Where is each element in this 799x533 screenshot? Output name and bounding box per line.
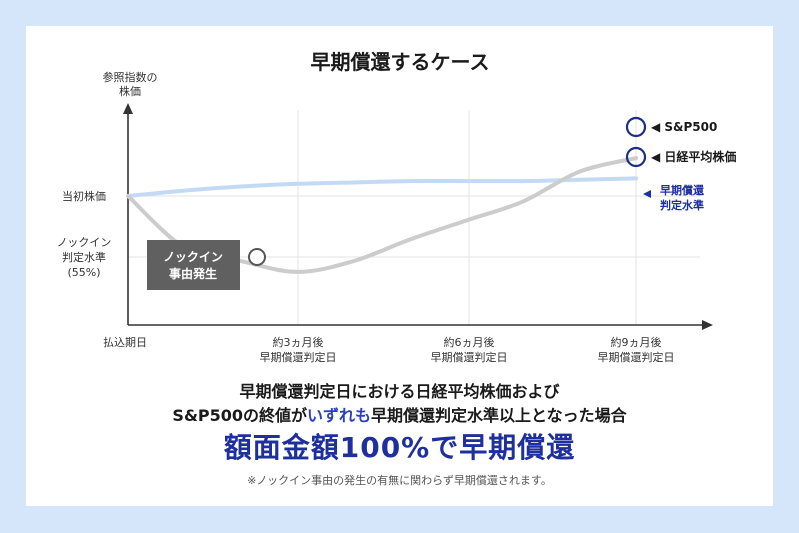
knockin-marker (248, 248, 266, 266)
redemption-label-2: 判定水準 (660, 198, 704, 212)
y-axis-arrow-icon (123, 103, 133, 114)
y-tick-knockin-2: 判定水準 (62, 250, 106, 264)
chart-title: 早期償還するケース (311, 50, 490, 74)
x-tick-0-line1: 払込期日 (103, 335, 147, 349)
y-axis-label-2: 株価 (119, 84, 141, 98)
knockin-callout-line2: 事由発生 (169, 266, 217, 281)
y-tick-knockin-3: (55%) (67, 266, 100, 279)
redemption-label-1: 早期償還 (660, 183, 705, 197)
sp500-endpoint-marker (625, 116, 647, 138)
x-axis-arrow-icon (702, 320, 713, 330)
knockin-callout-box (147, 240, 240, 290)
series-line-nikkei (126, 176, 638, 198)
nikkei-endpoint-marker (625, 146, 647, 168)
x-tick-1-line1: 約3ヵ月後 (273, 335, 324, 349)
y-tick-initial: 当初株価 (62, 189, 106, 203)
caption-line2-post: 早期償還判定水準以上となった場合 (371, 406, 627, 425)
caption-line1: 早期償還判定日における日経平均株価および (239, 382, 560, 401)
footnote: ※ノックイン事由の発生の有無に関わらず早期償還されます。 (247, 474, 552, 487)
x-tick-2-line2: 早期償還判定日 (431, 350, 508, 364)
x-tick-1-line2: 早期償還判定日 (260, 350, 337, 364)
caption-line2: S&P500の終値がいずれも早期償還判定水準以上となった場合 (0, 402, 799, 426)
gridlines (128, 110, 700, 325)
headline: 額面金額100%で早期償還 (223, 431, 576, 464)
x-tick-3-line1: 約9ヵ月後 (611, 335, 662, 349)
caption-line2-highlight: いずれも (307, 406, 372, 425)
knockin-callout-line1: ノックイン (163, 250, 223, 264)
x-tick-2-line1: 約6ヵ月後 (444, 335, 495, 349)
legend-sp500: ◀ S&P500 (651, 120, 717, 134)
y-tick-knockin-1: ノックイン (57, 236, 112, 249)
legend-nikkei: ◀ 日経平均株価 (651, 149, 736, 164)
redemption-arrow-icon (643, 190, 651, 198)
caption-line2-pre: S&P500の終値が (172, 406, 308, 425)
x-tick-3-line2: 早期償還判定日 (598, 350, 675, 364)
y-axis-label-1: 参照指数の (103, 70, 158, 84)
